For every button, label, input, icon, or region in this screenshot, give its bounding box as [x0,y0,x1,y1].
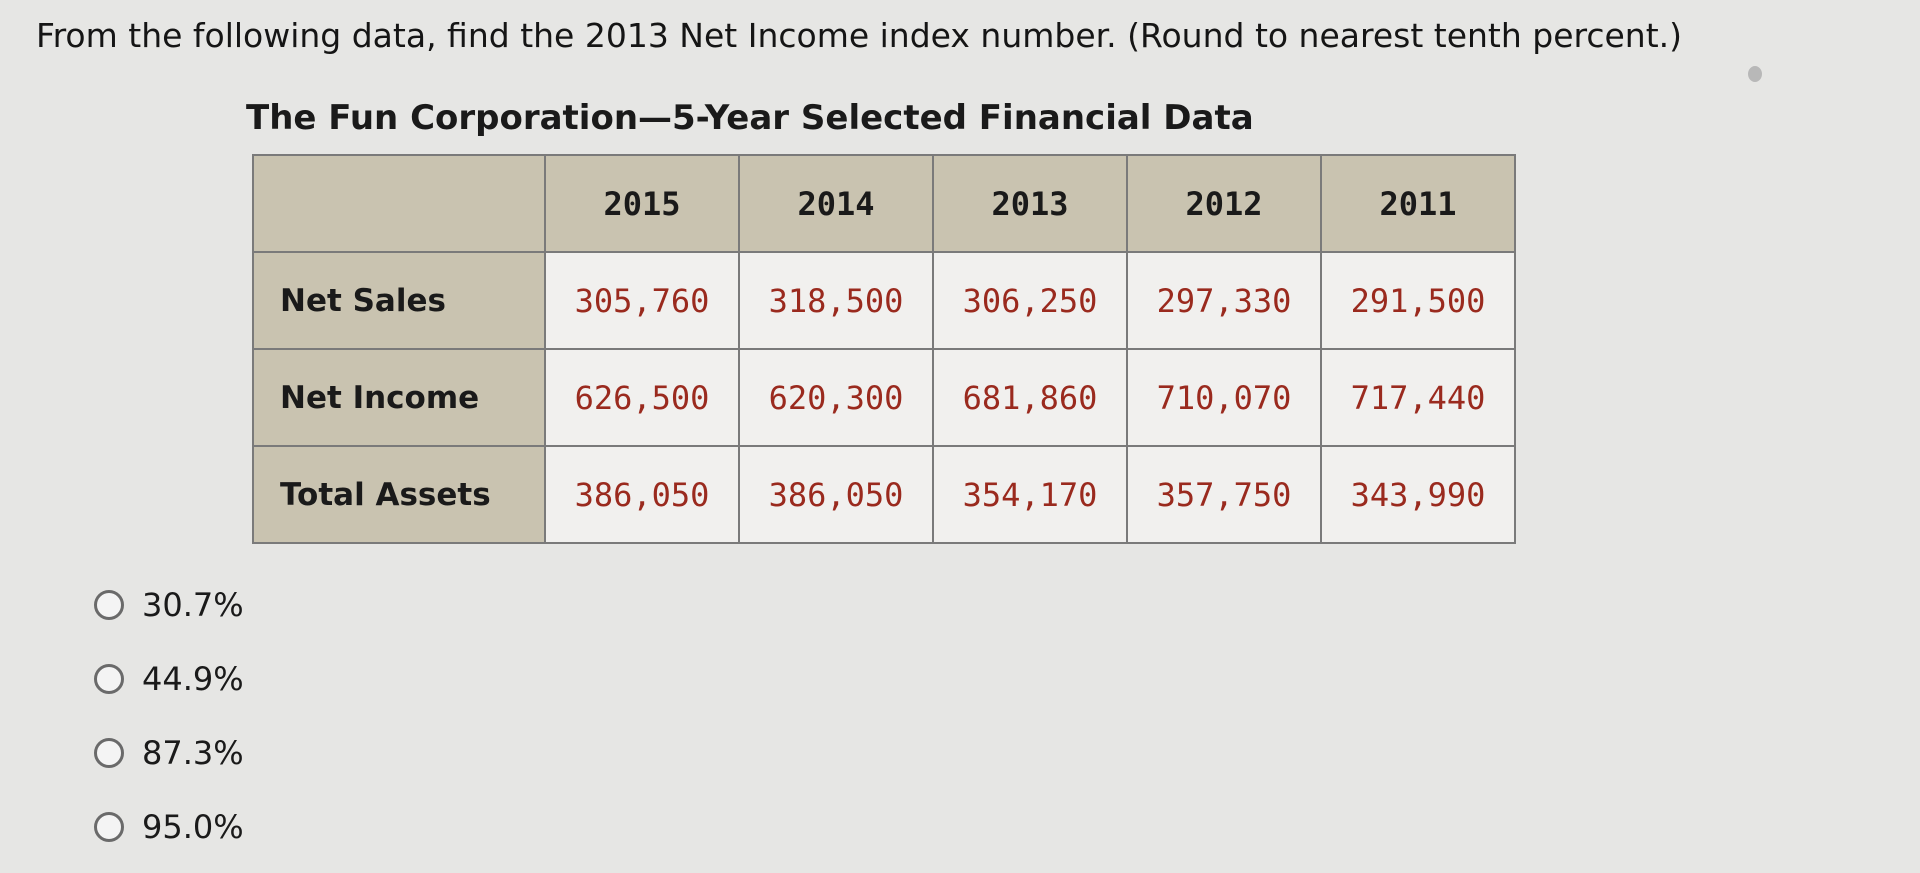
table-title: The Fun Corporation—5-Year Selected Fina… [246,98,1254,138]
table-row-net-income: Net Income 626,500 620,300 681,860 710,0… [252,348,1516,447]
year-header-2011: 2011 [1320,154,1516,253]
cell-net-sales-2011: 291,500 [1320,251,1516,350]
radio-button-icon[interactable] [94,812,124,842]
cell-total-assets-2012: 357,750 [1126,445,1322,544]
question-text: From the following data, find the 2013 N… [36,16,1683,55]
cell-net-income-2014: 620,300 [738,348,934,447]
scroll-indicator [1748,66,1762,82]
choice-option-2[interactable]: 44.9% [94,642,244,716]
choice-option-1[interactable]: 30.7% [94,568,244,642]
cell-net-sales-2013: 306,250 [932,251,1128,350]
cell-net-income-2011: 717,440 [1320,348,1516,447]
choice-label[interactable]: 44.9% [142,660,244,698]
year-header-2012: 2012 [1126,154,1322,253]
year-header-2014: 2014 [738,154,934,253]
financial-data-table: 2015 2014 2013 2012 2011 Net Sales 305,7… [252,154,1516,544]
choice-option-4[interactable]: 95.0% [94,790,244,864]
cell-total-assets-2011: 343,990 [1320,445,1516,544]
year-header-2015: 2015 [544,154,740,253]
table-row-total-assets: Total Assets 386,050 386,050 354,170 357… [252,445,1516,544]
table-row-net-sales: Net Sales 305,760 318,500 306,250 297,33… [252,251,1516,350]
cell-net-sales-2015: 305,760 [544,251,740,350]
cell-total-assets-2013: 354,170 [932,445,1128,544]
row-label-net-income: Net Income [252,348,546,447]
table-corner-cell [252,154,546,253]
cell-total-assets-2015: 386,050 [544,445,740,544]
choice-label[interactable]: 30.7% [142,586,244,624]
cell-net-sales-2014: 318,500 [738,251,934,350]
choice-label[interactable]: 95.0% [142,808,244,846]
cell-net-income-2015: 626,500 [544,348,740,447]
radio-button-icon[interactable] [94,590,124,620]
year-header-2013: 2013 [932,154,1128,253]
row-label-total-assets: Total Assets [252,445,546,544]
cell-net-sales-2012: 297,330 [1126,251,1322,350]
cell-net-income-2012: 710,070 [1126,348,1322,447]
cell-net-income-2013: 681,860 [932,348,1128,447]
row-label-net-sales: Net Sales [252,251,546,350]
radio-button-icon[interactable] [94,738,124,768]
cell-total-assets-2014: 386,050 [738,445,934,544]
answer-choices: 30.7% 44.9% 87.3% 95.0% [94,568,244,864]
radio-button-icon[interactable] [94,664,124,694]
choice-option-3[interactable]: 87.3% [94,716,244,790]
table-header-row: 2015 2014 2013 2012 2011 [252,154,1516,253]
choice-label[interactable]: 87.3% [142,734,244,772]
